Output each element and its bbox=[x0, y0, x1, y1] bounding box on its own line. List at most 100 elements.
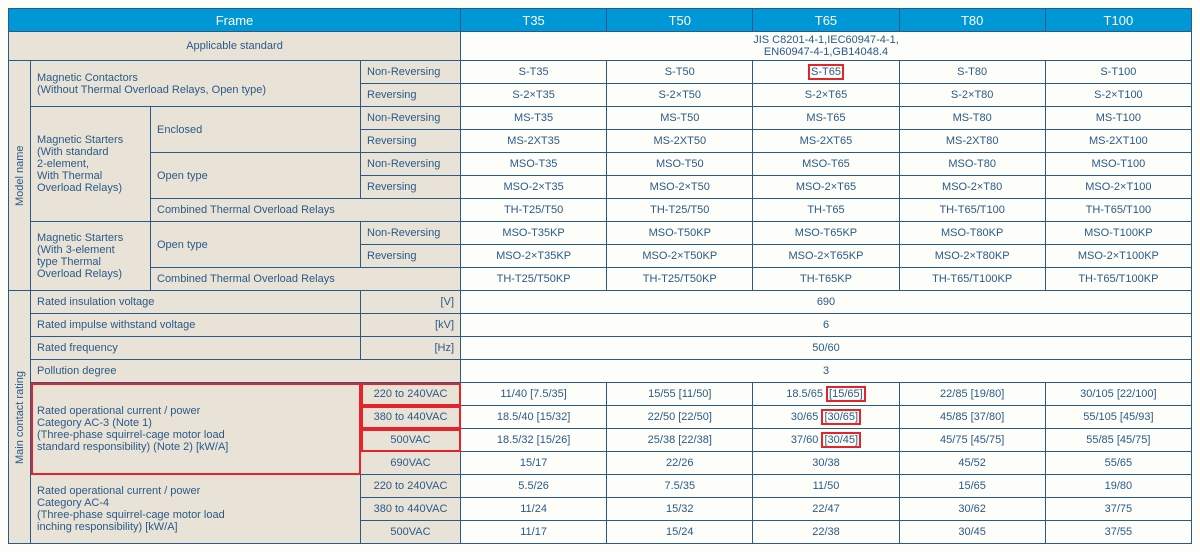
cell: MS-2XT100 bbox=[1045, 130, 1191, 153]
cell: TH-T25/T50KP bbox=[461, 268, 607, 291]
cell: TH-T65KP bbox=[753, 268, 899, 291]
cell: S-T100 bbox=[1045, 61, 1191, 84]
ms3-combined: Combined Thermal Overload Relays bbox=[151, 268, 461, 291]
cell: MS-2XT80 bbox=[899, 130, 1045, 153]
cell: 45/52 bbox=[899, 452, 1045, 475]
ms3-open: Open type bbox=[151, 222, 361, 268]
cell: MSO-T80 bbox=[899, 153, 1045, 176]
cell: TH-T25/T50KP bbox=[607, 268, 753, 291]
ac3-r3-t65-main: 37/60 bbox=[791, 434, 819, 446]
cell: 18.5/40 [15/32] bbox=[461, 406, 607, 429]
cell: MSO-2×T65KP bbox=[753, 245, 899, 268]
cell: S-2×T35 bbox=[461, 84, 607, 107]
cell: 11/17 bbox=[461, 521, 607, 544]
cell: TH-T65/T100 bbox=[899, 199, 1045, 222]
cell: 55/65 bbox=[1045, 452, 1191, 475]
cell: 19/80 bbox=[1045, 475, 1191, 498]
model-name-side: Model name bbox=[9, 61, 31, 291]
freq-val: 50/60 bbox=[461, 337, 1192, 360]
mc-label: Magnetic Contactors (Without Thermal Ove… bbox=[31, 61, 361, 107]
rimp-label: Rated impulse withstand voltage bbox=[31, 314, 361, 337]
cell: TH-T65/T100KP bbox=[899, 268, 1045, 291]
rimp-unit: [kV] bbox=[361, 314, 461, 337]
col-t50: T50 bbox=[607, 9, 753, 32]
ac3-r2-t65-box: [30/65] bbox=[821, 409, 861, 425]
ac3-r1-t65-main: 18.5/65 bbox=[786, 388, 823, 400]
riv-label: Rated insulation voltage bbox=[31, 291, 361, 314]
cell: MSO-2×T100KP bbox=[1045, 245, 1191, 268]
main-contact-rating-side: Main contact rating bbox=[9, 291, 31, 544]
ac4-v1: 220 to 240VAC bbox=[361, 475, 461, 498]
ac3-r2-t65-main: 30/65 bbox=[791, 411, 819, 423]
cell: 15/65 bbox=[899, 475, 1045, 498]
cell: 30/62 bbox=[899, 498, 1045, 521]
col-t100: T100 bbox=[1045, 9, 1191, 32]
cell: 30/38 bbox=[753, 452, 899, 475]
ms-combined: Combined Thermal Overload Relays bbox=[151, 199, 461, 222]
cell: MS-T35 bbox=[461, 107, 607, 130]
cell: MS-T80 bbox=[899, 107, 1045, 130]
cell: MSO-2×T65 bbox=[753, 176, 899, 199]
cell: S-2×T80 bbox=[899, 84, 1045, 107]
cell: 11/24 bbox=[461, 498, 607, 521]
cell: S-T35 bbox=[461, 61, 607, 84]
cell: S-2×T50 bbox=[607, 84, 753, 107]
cell: 55/85 [45/75] bbox=[1045, 429, 1191, 452]
ms3-rev: Reversing bbox=[361, 245, 461, 268]
cell: MS-2XT35 bbox=[461, 130, 607, 153]
cell: TH-T25/T50 bbox=[607, 199, 753, 222]
col-t35: T35 bbox=[461, 9, 607, 32]
cell: MSO-2×T50KP bbox=[607, 245, 753, 268]
riv-val: 690 bbox=[461, 291, 1192, 314]
cell: MSO-2×T50 bbox=[607, 176, 753, 199]
cell: 15/55 [11/50] bbox=[607, 383, 753, 406]
cell: S-2×T65 bbox=[753, 84, 899, 107]
cell: 22/26 bbox=[607, 452, 753, 475]
cell: TH-T65 bbox=[753, 199, 899, 222]
cell: MSO-2×T80KP bbox=[899, 245, 1045, 268]
cell: 22/38 bbox=[753, 521, 899, 544]
cell: MSO-T65 bbox=[753, 153, 899, 176]
ac4-v3: 500VAC bbox=[361, 521, 461, 544]
col-t65: T65 bbox=[753, 9, 899, 32]
ac3-v1: 220 to 240VAC bbox=[361, 383, 461, 406]
rimp-val: 6 bbox=[461, 314, 1192, 337]
ms-enclosed: Enclosed bbox=[151, 107, 361, 153]
cell: MSO-T100 bbox=[1045, 153, 1191, 176]
cell: MS-T100 bbox=[1045, 107, 1191, 130]
cell: MSO-2×T35KP bbox=[461, 245, 607, 268]
cell: TH-T65/T100 bbox=[1045, 199, 1191, 222]
ac3-v2: 380 to 440VAC bbox=[361, 406, 461, 429]
cell: 11/50 bbox=[753, 475, 899, 498]
ms-enc-nonrev: Non-Reversing bbox=[361, 107, 461, 130]
cell: MSO-T65KP bbox=[753, 222, 899, 245]
cell: MSO-T100KP bbox=[1045, 222, 1191, 245]
cell: 30/105 [22/100] bbox=[1045, 383, 1191, 406]
ac3-v4: 690VAC bbox=[361, 452, 461, 475]
freq-unit: [Hz] bbox=[361, 337, 461, 360]
ac3-r1-t65: 18.5/65 [15/65] bbox=[753, 383, 899, 406]
ac4-v2: 380 to 440VAC bbox=[361, 498, 461, 521]
cell: MSO-2×T80 bbox=[899, 176, 1045, 199]
cell: 18.5/32 [15/26] bbox=[461, 429, 607, 452]
ac3-r3-t65-box: [30/45] bbox=[821, 432, 861, 448]
cell: MSO-T50KP bbox=[607, 222, 753, 245]
ac3-r3-t65: 37/60 [30/45] bbox=[753, 429, 899, 452]
cell: TH-T25/T50 bbox=[461, 199, 607, 222]
cell: 37/75 bbox=[1045, 498, 1191, 521]
cell: MSO-2×T35 bbox=[461, 176, 607, 199]
col-t80: T80 bbox=[899, 9, 1045, 32]
cell: 7.5/35 bbox=[607, 475, 753, 498]
ms-open: Open type bbox=[151, 153, 361, 199]
cell: 22/50 [22/50] bbox=[607, 406, 753, 429]
mc-rev: Reversing bbox=[361, 84, 461, 107]
ms3-label: Magnetic Starters (With 3-element type T… bbox=[31, 222, 151, 291]
poll-val: 3 bbox=[461, 360, 1192, 383]
cell: MS-T50 bbox=[607, 107, 753, 130]
ac3-label: Rated operational current / power Catego… bbox=[31, 383, 361, 475]
cell: 25/38 [22/38] bbox=[607, 429, 753, 452]
cell: 22/85 [19/80] bbox=[899, 383, 1045, 406]
cell: MS-T65 bbox=[753, 107, 899, 130]
cell: 15/24 bbox=[607, 521, 753, 544]
cell: 37/55 bbox=[1045, 521, 1191, 544]
